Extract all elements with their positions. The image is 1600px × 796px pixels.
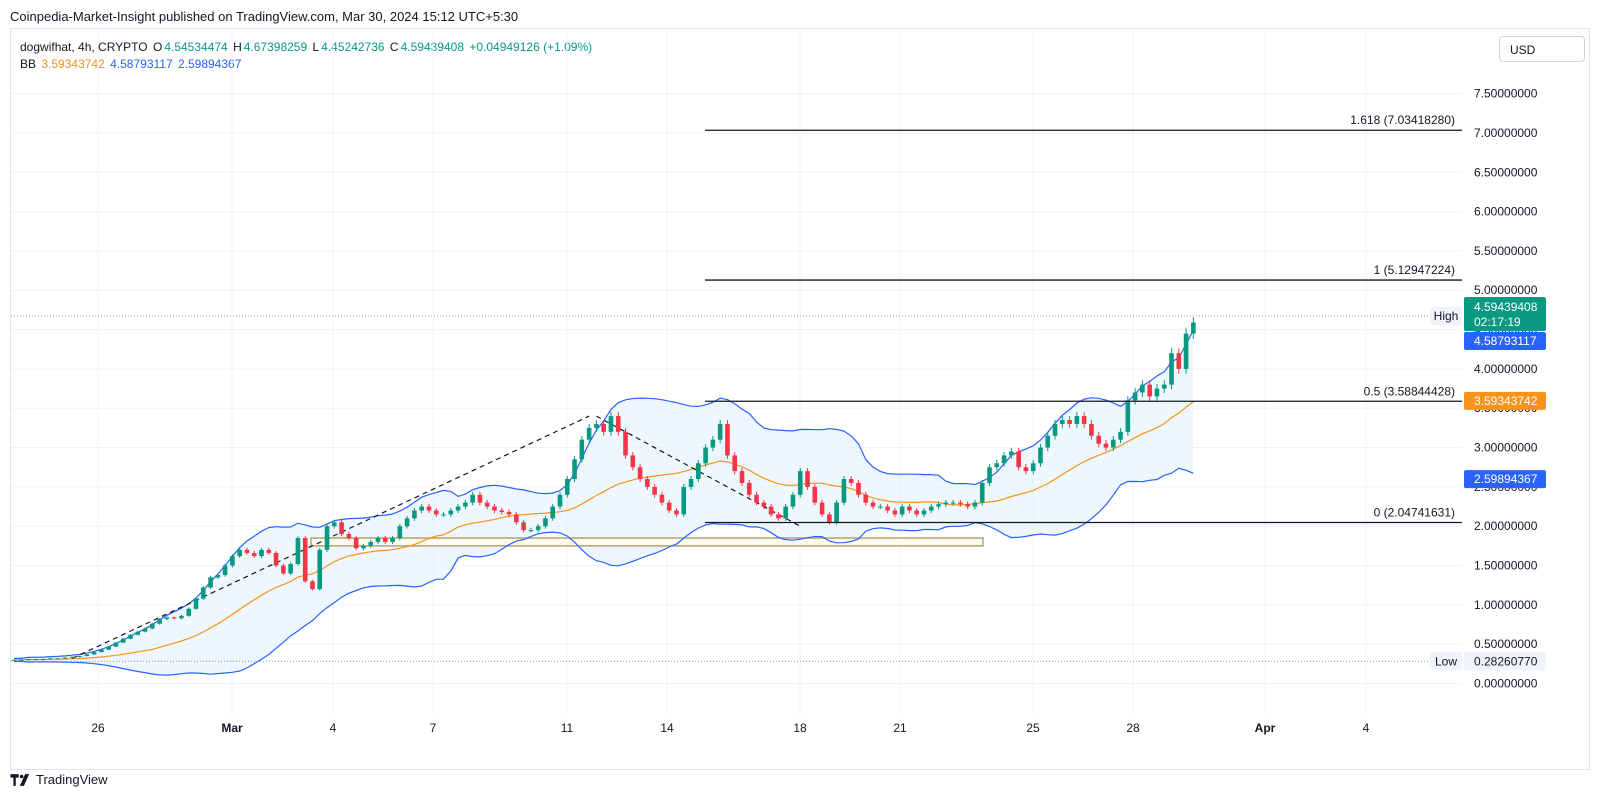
symbol-name[interactable]: dogwifhat, 4h, CRYPTO (20, 40, 148, 54)
close-value: 4.59439408 (400, 40, 464, 54)
high-label: H (233, 40, 242, 54)
brand-name: TradingView (36, 772, 108, 787)
bb-legend[interactable]: BB 3.59343742 4.58793117 2.59894367 (20, 57, 243, 71)
bb-upper-value: 4.58793117 (110, 57, 173, 71)
chart-frame (10, 28, 1590, 770)
bb-basis-value: 3.59343742 (41, 57, 105, 71)
open-label: O (152, 40, 163, 54)
open-value: 4.54534474 (164, 40, 228, 54)
currency-button[interactable]: USD (1499, 36, 1585, 62)
low-label: L (312, 40, 320, 54)
low-value: 4.45242736 (321, 40, 385, 54)
close-label: C (389, 40, 399, 54)
tradingview-logo-icon (10, 773, 30, 786)
bb-label: BB (20, 57, 37, 71)
high-value: 4.67398259 (243, 40, 308, 54)
bb-lower-value: 2.59894367 (177, 57, 242, 71)
symbol-legend: dogwifhat, 4h, CRYPTO O 4.54534474 H 4.673… (20, 40, 594, 54)
footer-brand[interactable]: TradingView (10, 772, 108, 787)
published-caption: Coinpedia-Market-Insight published on Tr… (10, 9, 519, 24)
change-value: +0.04949126 (+1.09%) (469, 40, 593, 54)
